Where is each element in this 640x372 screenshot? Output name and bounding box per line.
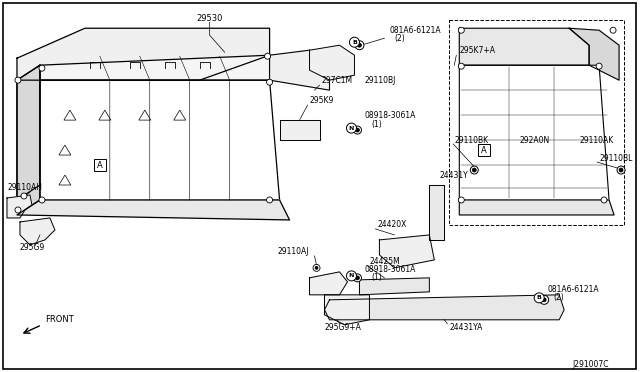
Text: 29110BK: 29110BK: [454, 135, 488, 145]
Text: 295G9+A: 295G9+A: [324, 323, 362, 332]
Circle shape: [458, 197, 464, 203]
Circle shape: [346, 271, 356, 281]
Text: 295K7+A: 295K7+A: [460, 46, 495, 55]
Text: 24425M: 24425M: [369, 257, 400, 266]
Text: N: N: [349, 273, 354, 278]
Circle shape: [315, 266, 318, 269]
Text: J291007C: J291007C: [573, 360, 609, 369]
Text: (1): (1): [371, 119, 382, 129]
Polygon shape: [17, 28, 269, 80]
Text: 24420X: 24420X: [378, 221, 407, 230]
Text: (2): (2): [553, 294, 564, 302]
Text: 292A0N: 292A0N: [519, 135, 550, 145]
Text: A: A: [97, 161, 103, 170]
Circle shape: [346, 123, 356, 133]
Polygon shape: [324, 295, 564, 320]
Text: 29110BJ: 29110BJ: [364, 76, 396, 85]
Polygon shape: [7, 195, 32, 218]
Polygon shape: [324, 295, 369, 325]
Circle shape: [353, 126, 362, 134]
Text: 08918-3061A: 08918-3061A: [364, 110, 416, 120]
Text: 081A6-6121A: 081A6-6121A: [389, 26, 441, 35]
Text: (1): (1): [371, 273, 382, 282]
Polygon shape: [17, 200, 289, 220]
Circle shape: [349, 37, 360, 47]
Polygon shape: [40, 80, 280, 200]
Circle shape: [15, 77, 21, 83]
Circle shape: [358, 43, 362, 47]
Text: 29530: 29530: [196, 14, 223, 23]
Polygon shape: [280, 120, 319, 140]
Text: 297C1M: 297C1M: [321, 76, 353, 85]
Polygon shape: [569, 28, 619, 80]
Polygon shape: [460, 200, 614, 215]
Text: N: N: [349, 126, 354, 131]
Polygon shape: [310, 272, 348, 295]
Circle shape: [264, 53, 271, 59]
Circle shape: [458, 63, 464, 69]
Bar: [94, 159, 106, 171]
Circle shape: [39, 65, 45, 71]
Circle shape: [355, 41, 364, 50]
Circle shape: [610, 27, 616, 33]
Circle shape: [601, 197, 607, 203]
Circle shape: [267, 79, 273, 85]
Circle shape: [596, 63, 602, 69]
Polygon shape: [380, 235, 435, 268]
Polygon shape: [310, 45, 355, 80]
Polygon shape: [360, 278, 429, 295]
Circle shape: [617, 166, 625, 174]
Circle shape: [353, 274, 362, 282]
Circle shape: [542, 298, 546, 302]
Text: 295G9: 295G9: [20, 243, 45, 253]
Text: (2): (2): [394, 34, 405, 43]
Circle shape: [534, 293, 544, 303]
Circle shape: [540, 295, 548, 304]
Text: 29110AK: 29110AK: [579, 135, 613, 145]
Bar: [478, 144, 490, 156]
Text: 081A6-6121A: 081A6-6121A: [547, 285, 599, 294]
Circle shape: [39, 197, 45, 203]
Circle shape: [619, 168, 623, 172]
Circle shape: [267, 197, 273, 203]
Text: 295K9: 295K9: [310, 96, 334, 105]
Text: 24431Y: 24431Y: [439, 170, 468, 180]
Circle shape: [355, 128, 360, 132]
Circle shape: [313, 264, 320, 271]
Polygon shape: [460, 65, 609, 200]
Text: 29110AH: 29110AH: [8, 183, 43, 192]
Polygon shape: [17, 65, 40, 200]
Text: 29110AJ: 29110AJ: [278, 247, 309, 256]
Circle shape: [21, 193, 27, 199]
Circle shape: [472, 168, 476, 172]
Polygon shape: [40, 55, 269, 80]
Polygon shape: [20, 218, 55, 245]
Polygon shape: [17, 65, 40, 215]
Text: 24431YA: 24431YA: [449, 323, 483, 332]
Text: B: B: [352, 40, 357, 45]
Text: B: B: [537, 295, 541, 300]
Circle shape: [458, 27, 464, 33]
Polygon shape: [269, 50, 330, 90]
Text: 08918-3061A: 08918-3061A: [364, 265, 416, 275]
Circle shape: [355, 276, 360, 280]
Text: A: A: [481, 145, 487, 154]
Text: 29110BL: 29110BL: [599, 154, 632, 163]
Polygon shape: [429, 185, 444, 240]
Polygon shape: [460, 28, 589, 65]
Circle shape: [470, 166, 478, 174]
Text: FRONT: FRONT: [45, 315, 74, 324]
Circle shape: [15, 207, 21, 213]
